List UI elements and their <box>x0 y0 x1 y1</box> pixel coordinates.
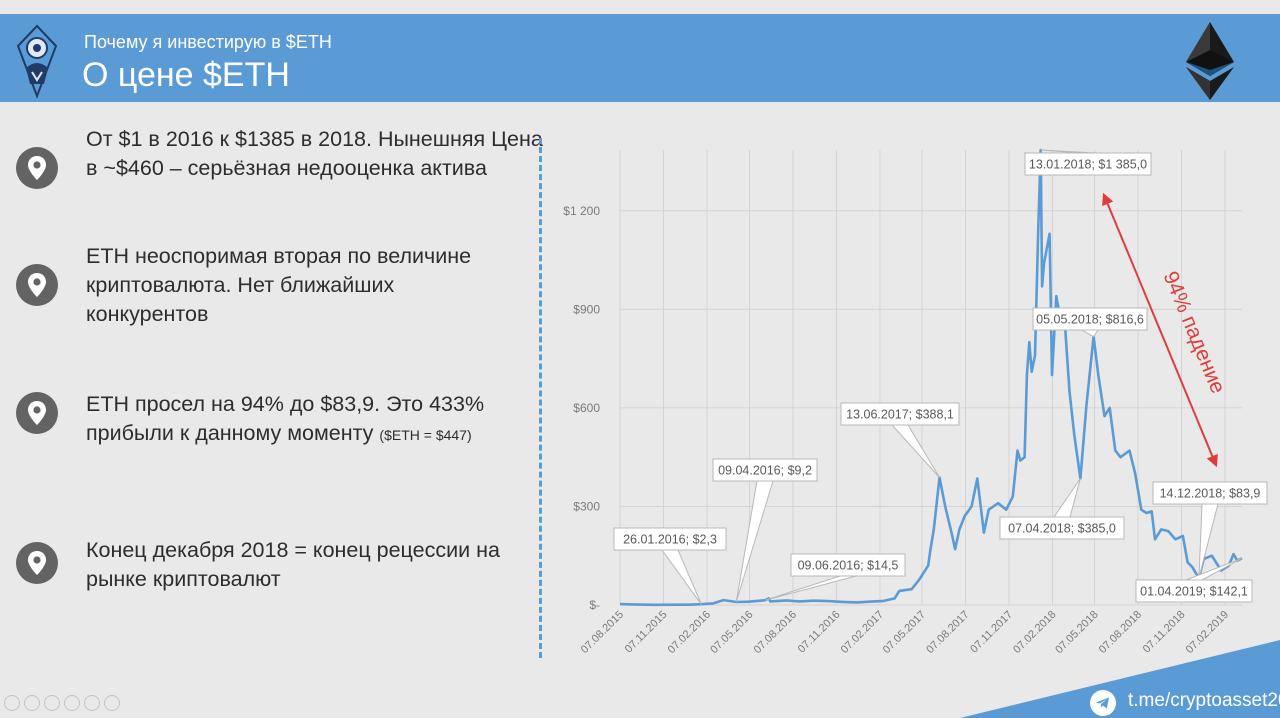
x-tick-label: 07.02.2016 <box>666 609 713 656</box>
x-tick-label: 07.11.2017 <box>968 609 1015 656</box>
page-subtitle: Почему я инвестирую в $ETH <box>84 32 332 52</box>
y-tick-label: $1 200 <box>563 204 600 218</box>
callout-label: 26.01.2016; $2,3 <box>623 533 717 547</box>
x-tick-label: 07.05.2017 <box>881 609 928 656</box>
callout-label: 07.04.2018; $385,0 <box>1008 522 1116 536</box>
callout-box <box>712 458 818 482</box>
telegram-link[interactable]: t.me/cryptoasset2077 <box>1128 690 1280 711</box>
dashed-divider <box>539 138 542 658</box>
x-tick-label: 07.08.2017 <box>924 609 971 656</box>
location-pin-icon <box>16 542 58 584</box>
price-series-line <box>619 148 1243 607</box>
drop-label: 94% падение <box>1159 268 1230 397</box>
callout-label: 09.04.2016; $9,2 <box>718 464 812 478</box>
y-tick-label: $300 <box>573 499 600 513</box>
location-pin-icon <box>16 264 58 306</box>
bullet-text: От $1 в 2016 к $1385 в 2018. Нынешняя Це… <box>86 125 546 183</box>
bullet-text-main: ETH просел на 94% до $83,9. Это 433% при… <box>86 392 485 445</box>
header-bar: Почему я инвестирую в $ETH О цене $ETH <box>0 14 1280 102</box>
slides-grid-button[interactable] <box>64 695 80 711</box>
x-tick-label: 07.08.2016 <box>752 609 799 656</box>
bullet-text: ETH неоспоримая вторая по величине крипт… <box>86 242 516 329</box>
callout-label: 13.06.2017; $388,1 <box>846 408 954 422</box>
callout-label: 14.12.2018; $83,9 <box>1160 487 1261 501</box>
callout-label: 05.05.2018; $816,6 <box>1036 313 1144 327</box>
callout-label: 13.01.2018; $1 385,0 <box>1029 158 1147 172</box>
x-tick-label: 07.11.2016 <box>796 609 843 656</box>
callout-box <box>840 402 960 426</box>
x-tick-label: 07.02.2019 <box>1184 609 1231 656</box>
x-tick-label: 07.11.2015 <box>623 609 670 656</box>
next-slide-button[interactable] <box>24 695 40 711</box>
location-pin-icon <box>16 392 58 434</box>
x-tick-label: 07.08.2015 <box>579 609 626 656</box>
callout-pointer <box>661 549 702 605</box>
x-tick-label: 07.08.2018 <box>1097 609 1144 656</box>
more-options-button[interactable] <box>104 695 120 711</box>
telegram-icon[interactable] <box>1090 690 1116 716</box>
x-tick-label: 07.02.2018 <box>1011 609 1058 656</box>
x-tick-label: 07.02.2017 <box>839 609 886 656</box>
callout-label: 09.06.2016; $14,5 <box>798 559 899 573</box>
x-tick-label: 07.11.2018 <box>1141 609 1188 656</box>
page-title: О цене $ETH <box>82 56 290 94</box>
y-tick-label: $900 <box>573 302 600 316</box>
callout-box <box>613 527 727 551</box>
eth-price-chart: 07.08.201507.11.201507.02.201607.05.2016… <box>563 148 1268 656</box>
callout-box <box>1135 579 1253 603</box>
pen-tool-button[interactable] <box>44 695 60 711</box>
callout-pointer <box>1080 329 1099 338</box>
callout-pointer <box>1198 503 1219 578</box>
x-tick-label: 07.05.2016 <box>708 609 755 656</box>
avatar-logo-icon <box>16 24 58 99</box>
callout-pointer <box>890 424 940 478</box>
callout-box <box>1024 152 1152 176</box>
y-tick-label: $600 <box>573 401 600 415</box>
callout-box <box>999 516 1125 540</box>
location-pin-icon <box>16 147 58 189</box>
y-tick-label: $- <box>589 598 600 612</box>
price-note: ($ETH = $447) <box>379 427 472 443</box>
bullet-text: ETH просел на 94% до $83,9. Это 433% при… <box>86 390 516 450</box>
callout-pointer <box>735 480 774 603</box>
slide-controls <box>4 695 124 716</box>
drop-arrow <box>1102 192 1218 468</box>
x-tick-label: 07.05.2018 <box>1053 609 1100 656</box>
bullet-text-main: Конец декабря 2018 = конец рецессии на р… <box>86 538 500 591</box>
callout-pointer <box>1053 478 1081 518</box>
callout-box <box>1152 481 1268 505</box>
callout-label: 01.04.2019; $142,1 <box>1140 585 1248 599</box>
bullet-text-main: ETH неоспоримая вторая по величине крипт… <box>86 244 472 326</box>
bullet-text: Конец декабря 2018 = конец рецессии на р… <box>86 536 536 594</box>
prev-slide-button[interactable] <box>4 695 20 711</box>
callout-box <box>790 553 906 577</box>
bullet-text-main: От $1 в 2016 к $1385 в 2018. Нынешняя Це… <box>86 127 543 180</box>
callout-pointer <box>764 575 857 601</box>
zoom-button[interactable] <box>84 695 100 711</box>
ethereum-logo-icon <box>1186 22 1234 100</box>
